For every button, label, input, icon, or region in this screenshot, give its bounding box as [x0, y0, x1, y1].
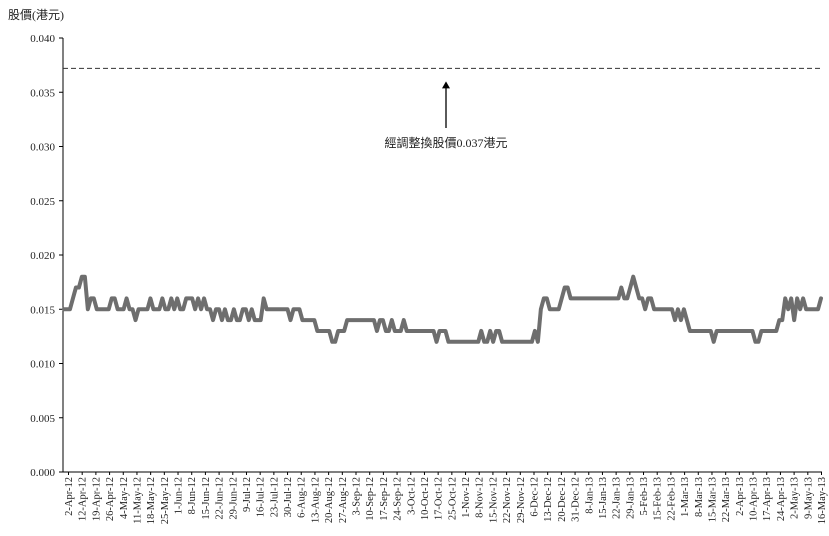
annotation-arrow: [442, 81, 450, 128]
x-tick-label: 6-Aug-12: [297, 477, 308, 518]
x-tick-label: 3-Sep-12: [352, 477, 363, 516]
x-tick-label: 2-Apr-13: [735, 477, 746, 516]
x-tick-label: 15-Feb-13: [653, 477, 664, 521]
x-tick-label: 22-Jun-12: [215, 477, 226, 520]
x-tick-label: 31-Dec-12: [571, 477, 582, 522]
x-tick-label: 10-Oct-12: [420, 477, 431, 520]
x-tick-label: 1-Jun-12: [174, 477, 185, 514]
y-axis-ticks: 0.000 0.005 0.010 0.015 0.020 0.025 0.030 0.035…: [30, 33, 63, 479]
y-axis-title: 股價(港元): [8, 8, 64, 22]
x-tick-label: 30-Jul-12: [283, 477, 294, 517]
x-tick-label: 2-Apr-12: [64, 477, 75, 516]
x-tick-label: 22-Mar-13: [721, 477, 732, 522]
x-tick-label: 17-Oct-12: [434, 477, 445, 520]
x-tick-label: 24-Sep-12: [393, 477, 404, 521]
x-tick-label: 22-Feb-13: [666, 477, 677, 521]
y-tick-label: 0.025: [30, 196, 55, 208]
x-tick-label: 22-Jan-13: [612, 477, 623, 519]
x-tick-label: 15-Mar-13: [707, 477, 718, 522]
x-tick-label: 8-Jan-13: [584, 477, 595, 514]
x-tick-label: 4-May-12: [119, 477, 130, 519]
y-tick-label: 0.010: [30, 359, 55, 371]
x-tick-label: 23-Jul-12: [269, 477, 280, 517]
x-tick-label: 18-May-12: [146, 477, 157, 524]
x-tick-label: 12-Apr-12: [78, 477, 89, 521]
y-tick-label: 0.015: [30, 304, 55, 316]
x-tick-label: 26-Apr-12: [105, 477, 116, 521]
x-tick-label: 1-Nov-12: [461, 477, 472, 518]
x-tick-label: 9-May-13: [803, 477, 814, 519]
x-tick-label: 25-May-12: [160, 477, 171, 524]
x-tick-label: 10-Apr-13: [749, 477, 760, 521]
x-tick-label: 29-Nov-12: [516, 477, 527, 523]
x-tick-label: 6-Dec-12: [529, 477, 540, 517]
x-tick-label: 13-Dec-12: [543, 477, 554, 522]
y-tick-label: 0.040: [30, 33, 55, 45]
x-tick-label: 15-Jan-13: [598, 477, 609, 519]
x-tick-label: 2-May-13: [790, 477, 801, 519]
annotation-arrow-head: [442, 81, 450, 89]
x-tick-label: 29-Jun-12: [228, 477, 239, 520]
x-tick-label: 3-Oct-12: [406, 477, 417, 515]
x-axis-ticks: 2-Apr-12 12-Apr-12 19-Apr-12 26-Apr-12 4-May…: [64, 472, 828, 524]
x-tick-label: 25-Oct-12: [447, 477, 458, 520]
x-tick-label: 19-Apr-12: [91, 477, 102, 521]
x-tick-label: 16-Jul-12: [256, 477, 267, 517]
y-tick-label: 0.005: [30, 413, 55, 425]
x-tick-label: 15-Nov-12: [488, 477, 499, 523]
x-tick-label: 15-Jun-12: [201, 477, 212, 520]
x-tick-label: 8-Nov-12: [475, 477, 486, 518]
x-tick-label: 5-Feb-13: [639, 477, 650, 516]
x-tick-label: 29-Jan-13: [625, 477, 636, 519]
x-tick-label: 24-Apr-13: [776, 477, 787, 521]
y-tick-label: 0.000: [30, 467, 55, 479]
x-tick-label: 22-Nov-12: [502, 477, 513, 523]
y-tick-label: 0.030: [30, 142, 55, 154]
x-tick-label: 17-Sep-12: [379, 477, 390, 521]
x-tick-label: 13-Aug-12: [310, 477, 321, 523]
y-tick-label: 0.035: [30, 87, 55, 99]
x-tick-label: 20-Aug-12: [324, 477, 335, 523]
annotation-label: 經調整換股價0.037港元: [384, 135, 507, 150]
x-tick-label: 8-Mar-13: [694, 477, 705, 517]
x-tick-label: 27-Aug-12: [338, 477, 349, 523]
series-line-stock-price: [62, 274, 823, 344]
x-tick-label: 10-Sep-12: [365, 477, 376, 521]
x-tick-label: 20-Dec-12: [557, 477, 568, 522]
x-tick-label: 1-Mar-13: [680, 477, 691, 517]
x-tick-label: 8-Jun-12: [187, 477, 198, 514]
x-tick-label: 11-May-12: [132, 477, 143, 524]
x-tick-label: 9-Jul-12: [242, 477, 253, 512]
x-tick-label: 16-May-13: [817, 477, 828, 524]
x-tick-label: 17-Apr-13: [762, 477, 773, 521]
y-tick-label: 0.020: [30, 250, 55, 262]
